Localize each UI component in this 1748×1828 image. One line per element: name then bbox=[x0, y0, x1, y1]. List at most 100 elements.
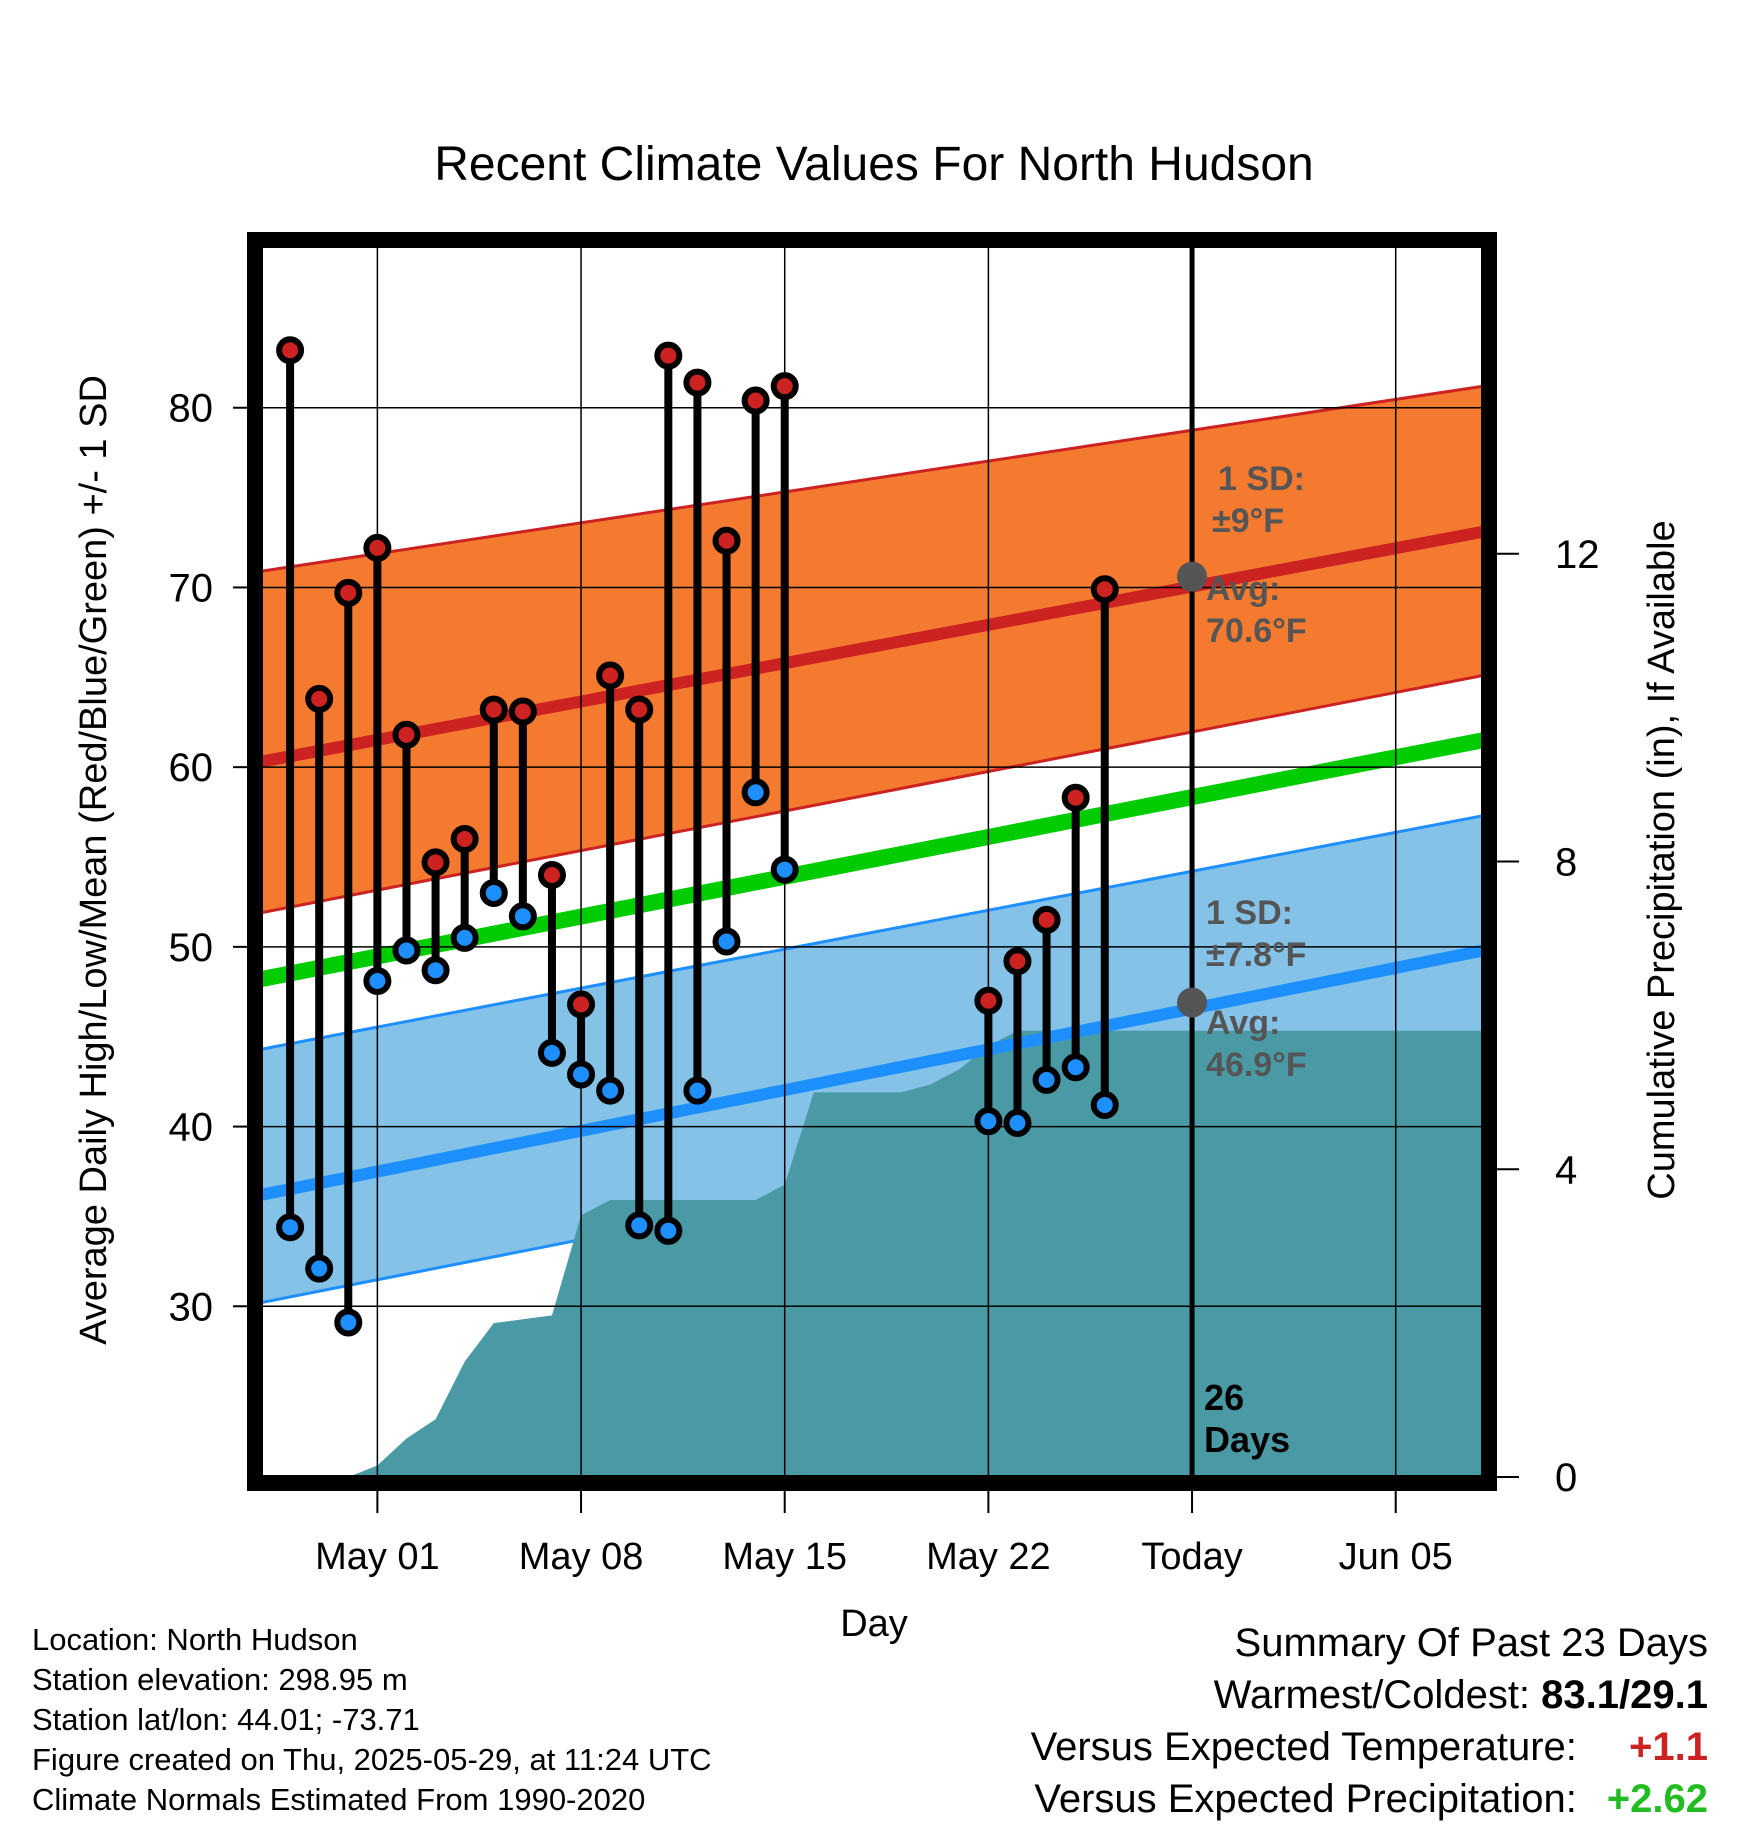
low-point bbox=[567, 1060, 596, 1089]
y-tick-label: 60 bbox=[169, 746, 214, 790]
low-point bbox=[1032, 1065, 1061, 1094]
low-point bbox=[479, 878, 508, 907]
high-sd-value: ±9°F bbox=[1212, 502, 1284, 540]
location-text: Location: North Hudson bbox=[32, 1622, 358, 1657]
low-point bbox=[1003, 1108, 1032, 1137]
high-point bbox=[421, 848, 450, 877]
high-point bbox=[479, 695, 508, 724]
low-point bbox=[421, 956, 450, 985]
high-point bbox=[741, 386, 770, 415]
y-tick-label: 30 bbox=[169, 1285, 214, 1329]
low-point bbox=[625, 1211, 654, 1240]
low-point bbox=[1090, 1091, 1119, 1120]
x-tick-label: May 22 bbox=[926, 1536, 1051, 1578]
high-avg-marker bbox=[1177, 561, 1208, 592]
low-point bbox=[537, 1038, 566, 1067]
high-point bbox=[596, 661, 625, 690]
high-point bbox=[712, 526, 741, 555]
high-point bbox=[1032, 905, 1061, 934]
low-mean-line bbox=[261, 944, 1483, 1201]
low-sd-band bbox=[261, 815, 1483, 1303]
elevation-text: Station elevation: 298.95 m bbox=[32, 1662, 408, 1697]
y2-tick-label: 8 bbox=[1555, 841, 1577, 885]
low-point bbox=[770, 855, 799, 884]
warmest-coldest-label: Warmest/Coldest: bbox=[1213, 1673, 1531, 1717]
high-point bbox=[450, 825, 479, 854]
low-point bbox=[508, 902, 537, 931]
high-point bbox=[392, 720, 421, 749]
x-tick-label: Jun 05 bbox=[1339, 1536, 1453, 1578]
high-point bbox=[1090, 575, 1119, 604]
low-avg-label: Avg: bbox=[1206, 1004, 1280, 1042]
chart-title: Recent Climate Values For North Hudson bbox=[434, 138, 1314, 191]
high-point bbox=[654, 341, 683, 370]
x-axis-label: Day bbox=[840, 1603, 908, 1645]
summary-panel: Summary Of Past 23 Days Warmest/Coldest:… bbox=[1031, 1617, 1708, 1825]
high-point bbox=[537, 860, 566, 889]
y2-tick-label: 4 bbox=[1555, 1148, 1577, 1192]
x-tick-label: May 08 bbox=[519, 1536, 644, 1578]
created-text: Figure created on Thu, 2025-05-29, at 11… bbox=[32, 1742, 712, 1777]
y-tick-label: 50 bbox=[169, 926, 214, 970]
high-point bbox=[770, 372, 799, 401]
high-sd-label: 1 SD: bbox=[1218, 460, 1305, 498]
low-avg-value: 46.9°F bbox=[1206, 1046, 1307, 1084]
precip-value: +2.62 bbox=[1606, 1777, 1708, 1821]
y2-tick-label: 12 bbox=[1555, 533, 1600, 577]
high-avg-value: 70.6°F bbox=[1206, 612, 1307, 650]
y2-tick-label: 0 bbox=[1555, 1456, 1577, 1500]
summary-warmest-coldest: Warmest/Coldest: 83.1/29.1 bbox=[1031, 1669, 1708, 1721]
high-sd-band-upper-edge bbox=[261, 384, 1483, 573]
plot-frame bbox=[247, 232, 1497, 1491]
y2-axis-label: Cumulative Precipitation (in), If Availa… bbox=[1641, 520, 1683, 1199]
today-days-label: Days bbox=[1204, 1419, 1290, 1460]
high-point bbox=[683, 368, 712, 397]
low-sd-value: ±7.8°F bbox=[1206, 936, 1306, 974]
summary-title: Summary Of Past 23 Days bbox=[1234, 1621, 1708, 1665]
high-mean-line bbox=[261, 525, 1483, 768]
low-point bbox=[392, 936, 421, 965]
low-sd-label: 1 SD: bbox=[1206, 894, 1293, 932]
high-point bbox=[974, 986, 1003, 1015]
low-point bbox=[596, 1076, 625, 1105]
y-axis-label: Average Daily High/Low/Mean (Red/Blue/Gr… bbox=[73, 375, 115, 1345]
x-tick-label: Today bbox=[1141, 1536, 1242, 1578]
high-point bbox=[567, 990, 596, 1019]
low-point bbox=[683, 1076, 712, 1105]
precip-label: Versus Expected Precipitation: bbox=[1034, 1777, 1577, 1821]
high-point bbox=[508, 697, 537, 726]
y-tick-label: 70 bbox=[169, 566, 214, 610]
low-point bbox=[450, 923, 479, 952]
low-point bbox=[276, 1213, 305, 1242]
low-point bbox=[363, 967, 392, 996]
station-info: Location: North Hudson Station elevation… bbox=[32, 1620, 712, 1820]
low-point bbox=[334, 1308, 363, 1337]
low-point bbox=[712, 927, 741, 956]
high-point bbox=[276, 336, 305, 365]
low-point bbox=[741, 778, 770, 807]
plot-area bbox=[261, 246, 1483, 1477]
precip-area bbox=[348, 1030, 1483, 1477]
low-point bbox=[974, 1107, 1003, 1136]
low-avg-marker bbox=[1177, 987, 1208, 1018]
temp-value: +1.1 bbox=[1629, 1725, 1708, 1769]
temp-label: Versus Expected Temperature: bbox=[1030, 1725, 1577, 1769]
y-tick-label: 40 bbox=[169, 1106, 214, 1150]
high-avg-label: Avg: bbox=[1206, 570, 1280, 608]
x-tick-label: May 01 bbox=[315, 1536, 440, 1578]
low-point bbox=[1061, 1053, 1090, 1082]
summary-temp: Versus Expected Temperature: +1.1 bbox=[1031, 1721, 1708, 1773]
high-point bbox=[625, 695, 654, 724]
low-point bbox=[654, 1216, 683, 1245]
high-point bbox=[305, 684, 334, 713]
latlon-text: Station lat/lon: 44.01; -73.71 bbox=[32, 1702, 420, 1737]
normals-text: Climate Normals Estimated From 1990-2020 bbox=[32, 1782, 646, 1817]
high-point bbox=[363, 533, 392, 562]
today-days-number: 26 bbox=[1204, 1377, 1244, 1418]
high-point bbox=[1061, 783, 1090, 812]
low-point bbox=[305, 1254, 334, 1283]
x-tick-label: May 15 bbox=[722, 1536, 847, 1578]
high-point bbox=[334, 578, 363, 607]
summary-precip: Versus Expected Precipitation: +2.62 bbox=[1031, 1773, 1708, 1825]
